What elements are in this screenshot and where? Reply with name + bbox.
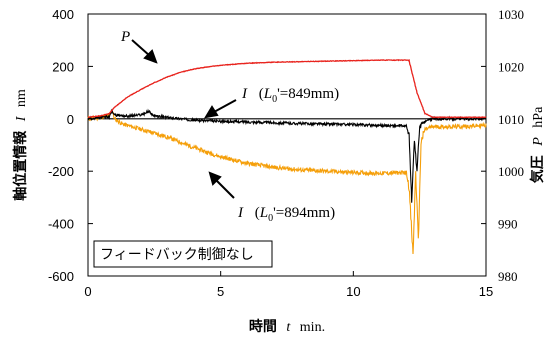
series-label-894: I (L0'=894mm)	[237, 205, 335, 224]
series-line-2	[87, 110, 487, 255]
arrow-p-line	[131, 39, 151, 57]
annotation-text: フィードバック制御なし	[100, 246, 254, 262]
arrow-849-head	[204, 105, 219, 119]
y-left-tick-label: 200	[52, 59, 74, 74]
y-right-tick-label: 1020	[498, 59, 524, 74]
y-left-axis-title-main: 軸位置情報	[12, 130, 28, 201]
series-line-0	[87, 58, 487, 119]
series-label-894-rest: '=894mm)	[273, 205, 335, 221]
series-label-894-var: L	[259, 205, 268, 221]
y-left-axis-title-unit: nm	[14, 89, 29, 107]
axis-layer: 0 5 10 15 -600 -400 -200 0 200 400 980 990 1000 1010 1…	[48, 7, 524, 299]
series-line-1	[87, 108, 487, 203]
y-left-tick-label: 0	[67, 112, 74, 127]
y-right-axis-title-unit: hPa	[531, 106, 546, 128]
series-label-894-index: 0	[268, 213, 273, 224]
y-right-axis-title-symbol: P	[531, 137, 546, 147]
series-label-849-rest: '=849mm)	[277, 86, 339, 102]
series-label-849: I (L0'=849mm)	[241, 86, 339, 105]
y-left-tick-label: -600	[48, 269, 74, 284]
x-tick-label: 0	[84, 284, 91, 299]
y-left-tick-label: -200	[48, 164, 74, 179]
arrow-894-line	[215, 179, 235, 199]
x-axis-title-unit: min.	[300, 320, 325, 335]
series-label-849-index: 0	[272, 94, 277, 105]
y-right-axis-title: 気圧 P hPa	[529, 106, 546, 183]
y-left-axis-title: 軸位置情報 I nm	[12, 89, 29, 201]
series-label-849-var: L	[263, 86, 272, 102]
x-tick-label: 15	[479, 284, 493, 299]
y-right-tick-label: 1010	[498, 112, 524, 127]
x-tick-label: 10	[346, 284, 360, 299]
series-label-894-prefix: (	[255, 205, 260, 221]
series-label-894-symbol: I	[237, 205, 244, 221]
y-left-axis-title-symbol: I	[14, 115, 29, 122]
plot-area	[87, 13, 487, 277]
y-right-tick-label: 1030	[498, 7, 524, 22]
y-right-tick-label: 1000	[498, 164, 524, 179]
leader-arrows	[131, 39, 237, 199]
series-label-849-prefix: (	[259, 86, 264, 102]
y-left-tick-label: 400	[52, 7, 74, 22]
y-left-tick-label: -400	[48, 217, 74, 232]
series-label-849-symbol: I	[241, 86, 248, 102]
arrow-894-head	[208, 171, 222, 186]
annotation-box	[93, 240, 273, 268]
series-label-p: P	[120, 29, 130, 45]
y-right-tick-label: 980	[498, 269, 518, 284]
x-axis-title-symbol: t	[286, 320, 291, 335]
arrow-849-line	[213, 99, 237, 113]
series-layer	[87, 58, 487, 255]
x-tick-label: 5	[217, 284, 224, 299]
x-axis-title-main: 時間	[249, 318, 277, 334]
y-right-axis-title-main: 気圧	[529, 155, 545, 183]
y-right-tick-label: 990	[498, 217, 518, 232]
arrow-p-head	[143, 49, 158, 64]
x-axis-title: 時間 t min.	[249, 318, 325, 335]
